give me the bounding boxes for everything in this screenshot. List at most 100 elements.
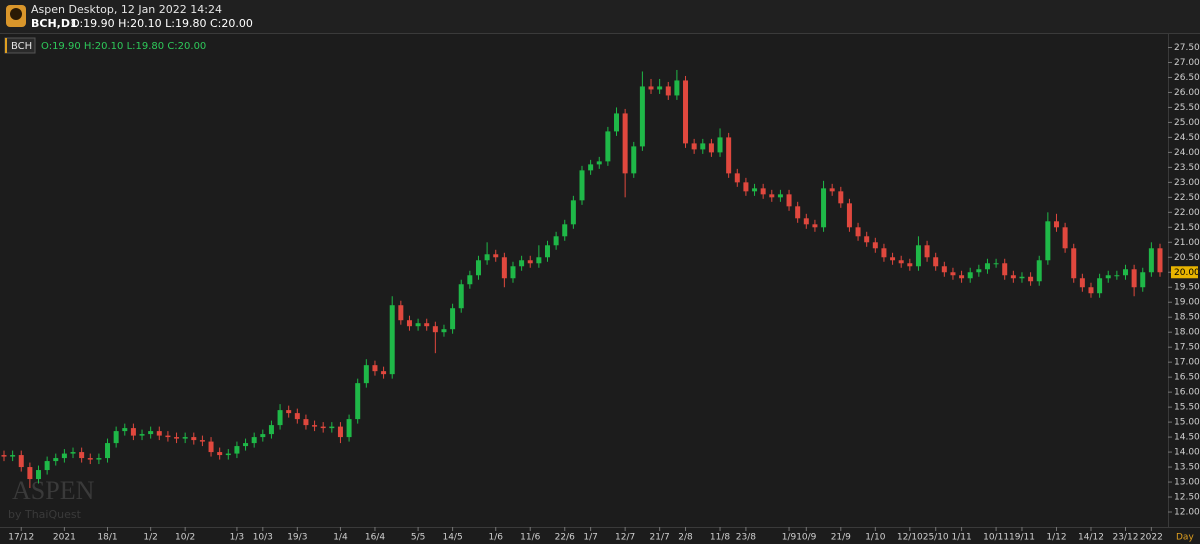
candle-body <box>277 410 283 426</box>
candle-body <box>984 263 990 270</box>
last-price-box <box>1171 266 1198 279</box>
candle-body <box>915 245 921 267</box>
candle-body <box>708 143 714 153</box>
candle-body <box>268 425 274 435</box>
candle-body <box>105 443 111 459</box>
candle-body <box>614 113 620 132</box>
candle-body <box>769 194 775 198</box>
y-tick-label: 24.00 <box>1174 148 1200 158</box>
candle-body <box>234 446 240 454</box>
candle-body <box>700 143 706 150</box>
candle-body <box>622 113 628 174</box>
candle-body <box>61 453 67 459</box>
y-tick-label: 13.00 <box>1174 478 1200 488</box>
y-tick-label: 15.50 <box>1174 403 1200 413</box>
x-tick-label: 2/8 <box>678 533 693 543</box>
candle-body <box>872 242 878 249</box>
y-tick-label: 23.50 <box>1174 163 1200 173</box>
candle-body <box>743 182 749 192</box>
candle-body <box>1114 275 1120 277</box>
candle-body <box>1148 248 1154 273</box>
candle-body <box>639 86 645 147</box>
candle-body <box>795 206 801 219</box>
candle-body <box>881 248 887 258</box>
candle-body <box>458 284 464 309</box>
x-tick-label: 22/6 <box>555 533 575 543</box>
watermark-by: by ThaiQuest <box>8 508 82 521</box>
candle-body <box>294 413 300 420</box>
y-tick-label: 27.00 <box>1174 58 1200 68</box>
x-tick-label: 14/12 <box>1078 533 1104 543</box>
candle-body <box>1088 287 1094 294</box>
candle-body <box>933 257 939 267</box>
y-tick-label: 12.50 <box>1174 493 1200 503</box>
y-tick-label: 20.50 <box>1174 253 1200 263</box>
candle-body <box>70 452 76 454</box>
candle-body <box>864 236 870 243</box>
candle-body <box>1028 276 1034 282</box>
candle-body <box>1079 278 1085 288</box>
candle-body <box>726 137 732 174</box>
candle-body <box>907 263 913 267</box>
y-tick-label: 17.00 <box>1174 358 1200 368</box>
candle-body <box>424 323 430 327</box>
candle-body <box>950 272 956 276</box>
y-tick-label: 19.50 <box>1174 283 1200 293</box>
candle-body <box>484 254 490 261</box>
x-tick-label: 18/1 <box>97 533 117 543</box>
candle-body <box>838 191 844 204</box>
x-unit: Day <box>1176 533 1194 543</box>
candle-body <box>286 410 292 414</box>
candle-body <box>251 437 257 444</box>
candle-body <box>890 257 896 261</box>
candle-body <box>139 434 145 436</box>
candle-body <box>389 305 395 375</box>
y-tick-label: 21.00 <box>1174 238 1200 248</box>
candle-body <box>191 437 197 441</box>
candle-body <box>941 266 947 273</box>
candle-body <box>1140 272 1146 288</box>
candle-body <box>113 431 119 444</box>
y-tick-label: 22.00 <box>1174 208 1200 218</box>
candle-body <box>898 260 904 264</box>
y-tick-label: 14.50 <box>1174 433 1200 443</box>
candle-body <box>225 453 231 456</box>
candle-body <box>208 441 214 453</box>
x-tick-label: 12/7 <box>615 533 635 543</box>
candle-body <box>1122 269 1128 276</box>
x-tick-label: 12/10 <box>897 533 923 543</box>
x-tick-label: 1/9 <box>782 533 797 543</box>
candle-body <box>355 383 361 420</box>
x-tick-label: 23/12 <box>1113 533 1139 543</box>
x-tick-label: 1/4 <box>333 533 348 543</box>
candle-body <box>1036 260 1042 282</box>
candle-body <box>510 266 516 279</box>
x-tick-label: 1/7 <box>583 533 597 543</box>
y-tick-label: 24.50 <box>1174 133 1200 143</box>
candle-body <box>199 440 205 442</box>
legend-accent <box>5 38 7 53</box>
candle-body <box>821 188 827 228</box>
app-title: Aspen Desktop, 12 Jan 2022 14:24 <box>31 3 222 16</box>
x-tick-label: 19/3 <box>287 533 307 543</box>
y-tick-label: 15.00 <box>1174 418 1200 428</box>
x-tick-label: 23/8 <box>736 533 756 543</box>
candle-body <box>631 146 637 174</box>
candle-body <box>1071 248 1077 279</box>
candle-body <box>648 86 654 90</box>
x-tick-label: 11/8 <box>710 533 730 543</box>
candle-body <box>36 470 42 480</box>
header-ohlc: O:19.90 H:20.10 L:19.80 C:20.00 <box>71 17 253 30</box>
y-tick-label: 27.50 <box>1174 43 1200 53</box>
candle-body <box>415 323 421 327</box>
y-tick-label: 25.50 <box>1174 103 1200 113</box>
candle-body <box>579 170 585 201</box>
candle-body <box>760 188 766 195</box>
candle-body <box>1019 276 1025 279</box>
candle-body <box>312 425 318 427</box>
x-tick-label: 10/2 <box>175 533 195 543</box>
y-tick-label: 25.00 <box>1174 118 1200 128</box>
candle-body <box>691 143 697 150</box>
candle-body <box>467 275 473 285</box>
